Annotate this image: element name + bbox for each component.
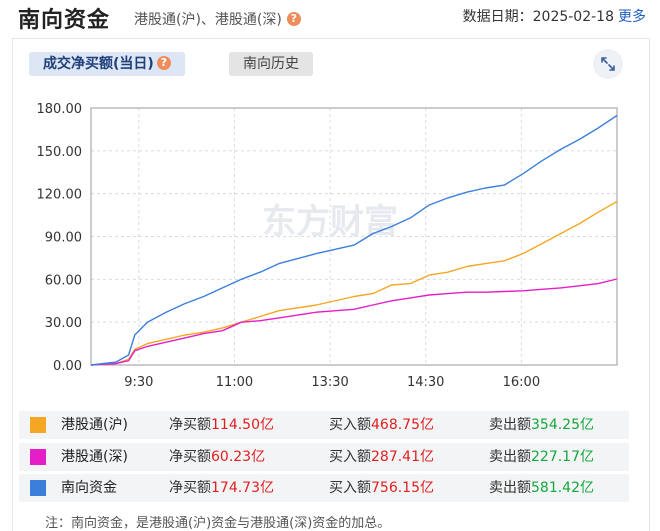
- sell-label: 卖出额: [489, 417, 531, 433]
- sell-value: 354.25亿: [531, 417, 594, 433]
- sell-amount: 卖出额581.42亿: [489, 474, 594, 502]
- page-subtitle: 港股通(沪)、港股通(深)?: [134, 9, 301, 29]
- buy-value: 468.75亿: [371, 417, 434, 433]
- y-tick-label: 30.00: [45, 316, 82, 331]
- plot-frame: [90, 107, 618, 366]
- net-buy-label: 净买额: [169, 449, 211, 465]
- legend-name: 港股通(沪): [61, 417, 128, 433]
- chart-axes: 0.00 30.00 60.00 90.00 120.00 150.00 180.00 9:3…: [37, 102, 618, 390]
- more-link[interactable]: 更多: [618, 9, 646, 25]
- buy-label: 买入额: [329, 417, 371, 433]
- sell-label: 卖出额: [489, 449, 531, 465]
- legend-swatch-sz: [30, 449, 46, 465]
- question-circle-icon[interactable]: ?: [286, 12, 301, 26]
- sell-amount: 卖出额227.17亿: [489, 443, 594, 471]
- legend-name: 港股通(深): [61, 449, 128, 465]
- expand-button[interactable]: [593, 49, 623, 79]
- legend-row-total: 南向资金 净买额174.73亿 买入额756.15亿 卖出额581.42亿: [19, 474, 629, 502]
- series-line-1: [90, 278, 618, 366]
- series-line-2: [90, 114, 618, 366]
- net-buy: 净买额114.50亿: [169, 411, 274, 439]
- buy-label: 买入额: [329, 449, 371, 465]
- subtitle-text: 港股通(沪)、港股通(深): [134, 12, 282, 28]
- sell-value: 227.17亿: [531, 449, 594, 465]
- legend-name: 南向资金: [61, 480, 117, 496]
- y-tick-label: 90.00: [45, 231, 82, 246]
- net-buy-value: 174.73亿: [211, 480, 274, 496]
- expand-arrows-icon: [601, 57, 615, 71]
- y-tick-label: 0.00: [53, 359, 82, 374]
- sell-value: 581.42亿: [531, 480, 594, 496]
- buy-label: 买入额: [329, 480, 371, 496]
- legend-row-sh: 港股通(沪) 净买额114.50亿 买入额468.75亿 卖出额354.25亿: [19, 411, 629, 439]
- legend-swatch-total: [30, 480, 46, 496]
- x-tick-label: 14:30: [407, 375, 444, 390]
- x-tick-label: 9:30: [124, 375, 153, 390]
- net-buy: 净买额174.73亿: [169, 474, 274, 502]
- x-tick-label: 13:30: [311, 375, 348, 390]
- buy-amount: 买入额756.15亿: [329, 474, 434, 502]
- y-tick-label: 150.00: [37, 145, 83, 160]
- y-tick-label: 120.00: [37, 188, 83, 203]
- y-tick-label: 60.00: [45, 273, 82, 288]
- legend-row-sz: 港股通(深) 净买额60.23亿 买入额287.41亿 卖出额227.17亿: [19, 443, 629, 471]
- tab-net-buy-today-label: 成交净买额(当日): [43, 56, 154, 72]
- sell-label: 卖出额: [489, 480, 531, 496]
- x-tick-label: 11:00: [216, 375, 253, 390]
- net-buy-value: 60.23亿: [211, 449, 266, 465]
- buy-amount: 买入额468.75亿: [329, 411, 434, 439]
- net-buy-label: 净买额: [169, 480, 211, 496]
- south-fund-chart: 东方财富 0.00 30.00 60.00 90.00 120.00 150.00 180.…: [37, 102, 618, 390]
- chart-series: [90, 114, 618, 366]
- y-tick-label: 180.00: [37, 102, 83, 117]
- sell-amount: 卖出额354.25亿: [489, 411, 594, 439]
- net-buy: 净买额60.23亿: [169, 443, 265, 471]
- net-buy-label: 净买额: [169, 417, 211, 433]
- page-header: 南向资金 港股通(沪)、港股通(深)? 数据日期：2025-02-18 更多: [0, 0, 660, 36]
- buy-value: 287.41亿: [371, 449, 434, 465]
- chart-watermark: 东方财富: [262, 202, 398, 242]
- data-date-label: 数据日期：2025-02-18: [462, 9, 614, 25]
- tab-net-buy-today[interactable]: 成交净买额(当日)?: [29, 52, 185, 76]
- x-tick-label: 16:00: [503, 375, 540, 390]
- page-title: 南向资金: [18, 8, 111, 33]
- buy-amount: 买入额287.41亿: [329, 443, 434, 471]
- buy-value: 756.15亿: [371, 480, 434, 496]
- data-date: 数据日期：2025-02-18 更多: [463, 6, 646, 26]
- chart-grid: [91, 108, 617, 365]
- legend-swatch-sh: [30, 417, 46, 433]
- question-circle-icon[interactable]: ?: [156, 56, 171, 70]
- net-buy-value: 114.50亿: [211, 417, 274, 433]
- series-line-0: [90, 200, 618, 366]
- tab-south-history[interactable]: 南向历史: [229, 52, 313, 76]
- footnote: 注：南向资金，是港股通(沪)资金与港股通(深)资金的加总。: [45, 516, 391, 531]
